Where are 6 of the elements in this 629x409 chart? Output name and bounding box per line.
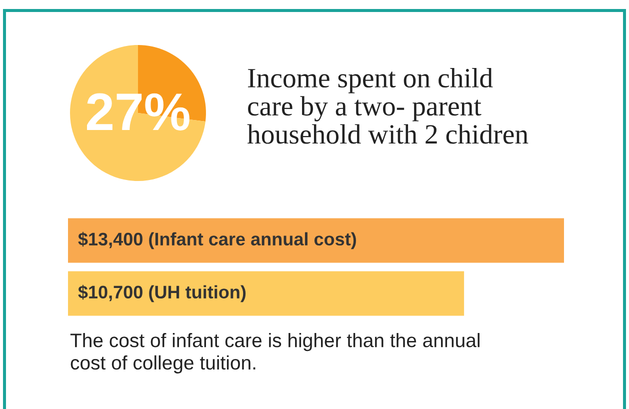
text: Income spent on child care by a two- parent household with 2 chidren <box>247 68 528 144</box>
data-label: $10,700 (UH tuition) <box>78 284 246 302</box>
data-label: $13,400 (Infant care annual cost) <box>78 232 356 250</box>
pie-slice <box>70 45 206 181</box>
data-label: 27% <box>87 93 190 130</box>
text: The cost of infant care is higher than the annual cost of college tuition. <box>70 333 480 374</box>
